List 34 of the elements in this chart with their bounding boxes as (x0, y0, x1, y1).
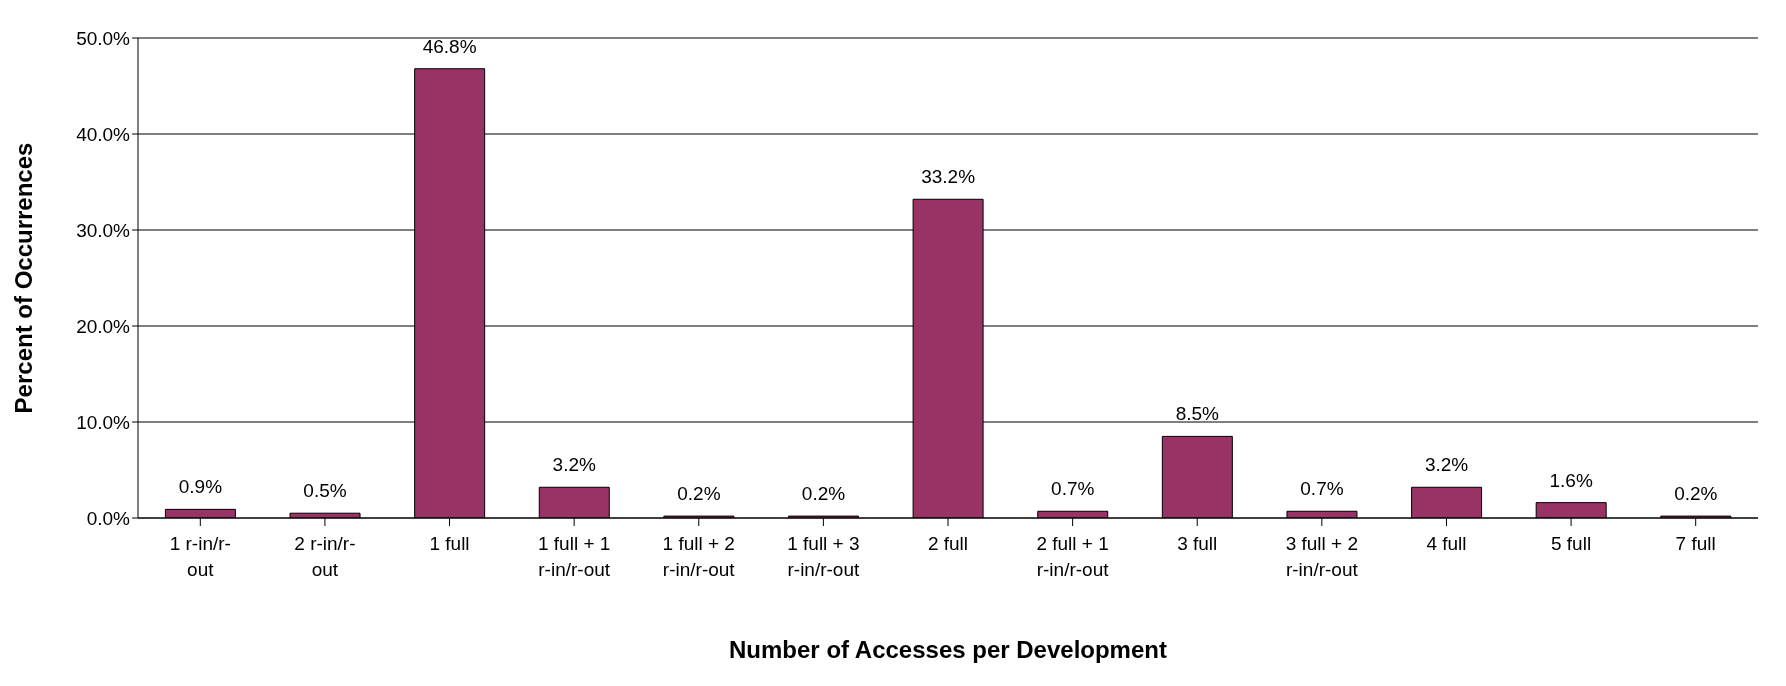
data-label: 0.2% (1674, 483, 1718, 505)
data-label: 0.2% (801, 483, 846, 505)
x-axis-title: Number of Accesses per Development (729, 636, 1167, 663)
data-label: 0.9% (178, 476, 223, 498)
x-tick-label: 2 full + 1 r-in/r-out (1036, 533, 1110, 580)
x-tick-label: 1 full + 1 r-in/r-out (537, 533, 611, 580)
x-tick-label: 1 full (429, 533, 470, 554)
x-tick-label: 4 full (1426, 533, 1467, 554)
data-label: 0.5% (303, 480, 347, 502)
data-label: 33.2% (921, 166, 976, 188)
y-tick-label: 20.0% (76, 315, 131, 337)
x-tick-label: 7 full (1675, 533, 1716, 554)
data-label: 46.8% (422, 35, 477, 57)
data-label: 3.2% (1424, 454, 1469, 476)
x-tick-label: 3 full + 2 r-in/r-out (1285, 533, 1359, 580)
x-tick-label: 5 full (1551, 533, 1592, 554)
x-tick-label: 1 r-in/r-out (169, 533, 231, 580)
data-label: 0.7% (1300, 478, 1344, 500)
x-tick-label: 2 r-in/r-out (294, 533, 356, 580)
y-tick-label: 50.0% (76, 27, 131, 49)
x-tick-label: 1 full + 3 r-in/r-out (787, 533, 860, 580)
x-tick-label: 2 full (927, 533, 969, 554)
y-tick-label: 10.0% (76, 411, 131, 433)
y-tick-label: 0.0% (86, 507, 131, 529)
y-tick-label: 40.0% (76, 123, 131, 145)
data-label: 0.2% (677, 483, 721, 505)
data-label: 1.6% (1549, 469, 1593, 491)
y-tick-label: 30.0% (76, 219, 131, 241)
y-axis-title: Percent of Occurrences (9, 142, 37, 414)
x-tick-label: 3 full (1177, 533, 1218, 554)
x-tick-label: 1 full + 2 r-in/r-out (662, 533, 736, 580)
data-label: 8.5% (1175, 403, 1220, 425)
data-label: 3.2% (552, 454, 597, 476)
data-label: 0.7% (1051, 478, 1095, 500)
